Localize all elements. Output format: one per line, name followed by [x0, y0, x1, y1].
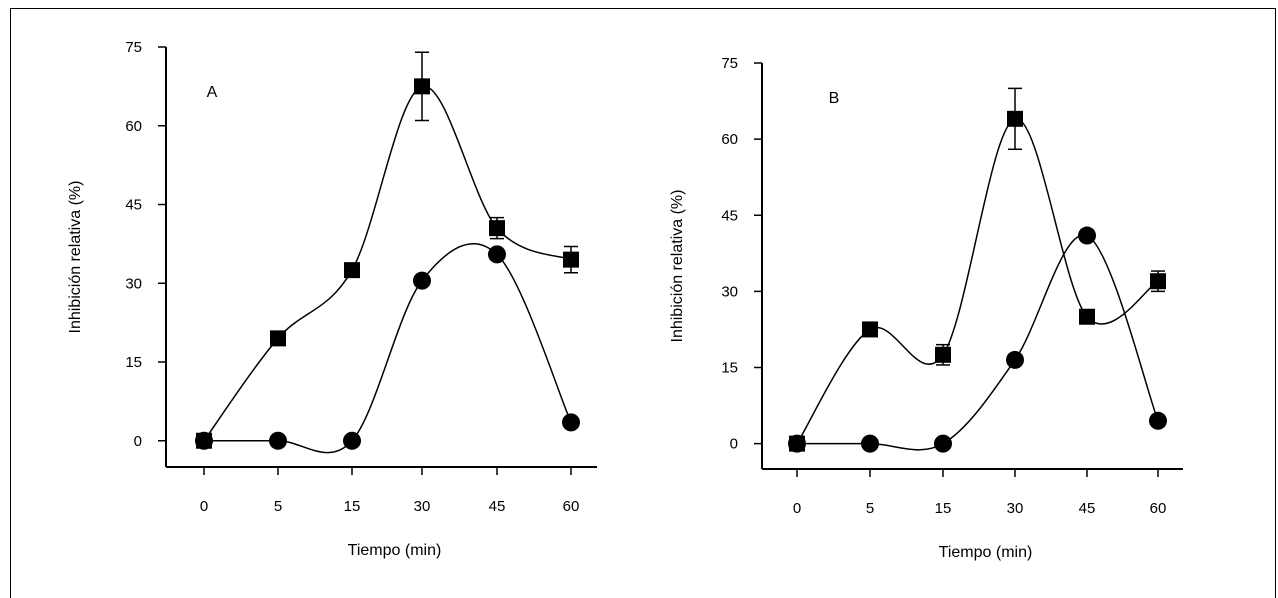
y-tick-label: 15	[125, 354, 142, 371]
data-point-circle	[488, 245, 506, 264]
y-tick-label: 30	[721, 283, 738, 300]
data-point-square	[563, 251, 579, 268]
data-point-circle	[413, 271, 431, 290]
data-point-square	[270, 330, 286, 347]
series-line-circle	[204, 243, 572, 454]
y-tick-label: 75	[125, 39, 142, 56]
data-point-square	[489, 220, 505, 237]
chart-panel-a: 0 15 30 45 60 75 0 5 15 30 45 60 Tiempo (min) Inhibic…	[67, 39, 597, 559]
data-point-circle	[788, 434, 806, 453]
data-point-square	[935, 346, 951, 363]
data-point-circle	[562, 413, 580, 432]
data-point-square	[862, 321, 878, 338]
data-point-circle	[934, 434, 952, 453]
x-tick-label: 45	[489, 498, 506, 515]
data-point-square	[1150, 273, 1166, 290]
data-point-square	[1079, 308, 1095, 325]
data-point-circle	[195, 431, 213, 450]
y-tick-label: 45	[721, 207, 738, 224]
panel-label: A	[207, 84, 218, 101]
x-tick-label: 60	[563, 498, 580, 515]
x-tick-label: 60	[1150, 500, 1167, 517]
data-point-square	[414, 78, 430, 95]
y-tick-label: 0	[134, 433, 142, 450]
y-axis-title: Inhibición relativa (%)	[67, 181, 84, 334]
y-tick-label: 60	[125, 118, 142, 135]
x-tick-label: 0	[793, 500, 801, 517]
y-tick-label: 0	[730, 436, 738, 453]
data-point-circle	[1078, 226, 1096, 245]
data-point-circle	[269, 431, 287, 450]
series-line-square	[203, 85, 572, 442]
data-point-circle	[1149, 411, 1167, 430]
series-line-circle	[797, 234, 1159, 451]
x-axis-title: Tiempo (min)	[348, 542, 442, 559]
y-tick-label: 30	[125, 275, 142, 292]
x-tick-label: 0	[200, 498, 208, 515]
data-point-square	[1007, 110, 1023, 127]
y-tick-label: 45	[125, 197, 142, 214]
panel-label: B	[829, 90, 840, 107]
data-point-circle	[861, 434, 879, 453]
x-tick-label: 15	[935, 500, 952, 517]
series-line-square	[796, 118, 1159, 445]
x-tick-label: 5	[274, 498, 282, 515]
y-tick-label: 60	[721, 131, 738, 148]
data-point-circle	[1006, 350, 1024, 369]
x-tick-label: 30	[414, 498, 431, 515]
x-tick-label: 30	[1007, 500, 1024, 517]
y-tick-label: 15	[721, 360, 738, 377]
x-tick-label: 45	[1079, 500, 1096, 517]
chart-panel-b: 0 15 30 45 60 75 0 5 15 30 45 60 Tiempo (min) Inhibic…	[669, 55, 1183, 561]
x-tick-label: 5	[866, 500, 874, 517]
figure-frame	[10, 8, 1276, 598]
y-axis-title: Inhibición relativa (%)	[669, 190, 686, 343]
x-axis-title: Tiempo (min)	[939, 544, 1033, 561]
data-point-circle	[343, 431, 361, 450]
x-tick-label: 15	[344, 498, 361, 515]
data-point-square	[344, 262, 360, 279]
y-tick-label: 75	[721, 55, 738, 72]
